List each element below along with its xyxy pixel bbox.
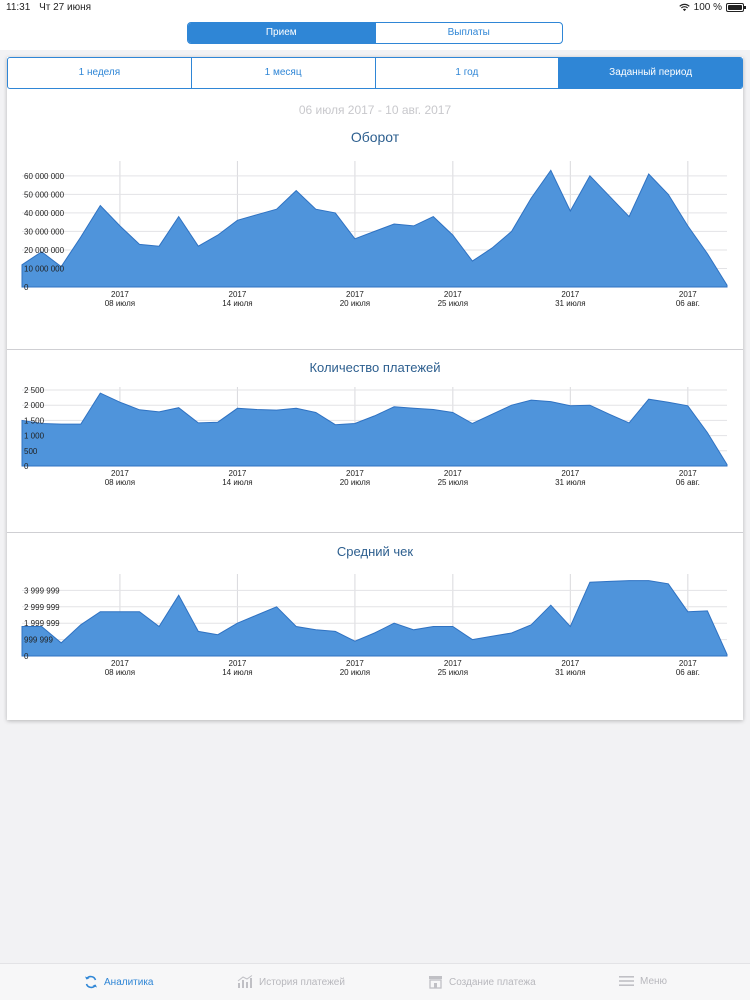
x-tick-year: 2017 — [111, 469, 129, 478]
x-tick-day: 06 авг. — [676, 478, 700, 487]
period-custom[interactable]: Заданный период — [558, 58, 742, 88]
y-tick-label: 999 999 — [24, 636, 53, 645]
x-tick-day: 25 июля — [438, 299, 468, 308]
x-tick-year: 2017 — [561, 290, 579, 299]
tab-analytics[interactable]: Аналитика — [84, 975, 154, 989]
analytics-card: 1 неделя 1 месяц 1 год Заданный период 0… — [7, 57, 743, 720]
segment-receive[interactable]: Прием — [188, 23, 375, 43]
y-tick-label: 2 000 — [24, 401, 45, 410]
x-tick-year: 2017 — [679, 659, 697, 668]
y-tick-label: 0 — [24, 462, 29, 471]
period-week[interactable]: 1 неделя — [78, 67, 121, 78]
y-tick-label: 2 500 — [24, 386, 45, 395]
tab-create-payment-label: Создание платежа — [449, 976, 536, 988]
period-month[interactable]: 1 месяц — [190, 58, 375, 88]
x-tick-year: 2017 — [111, 290, 129, 299]
y-tick-label: 40 000 000 — [24, 209, 65, 218]
x-tick-year: 2017 — [229, 469, 247, 478]
y-tick-label: 1 500 — [24, 416, 45, 425]
x-tick-day: 06 авг. — [676, 668, 700, 677]
x-tick-day: 31 июля — [555, 478, 585, 487]
x-tick-day: 06 авг. — [676, 299, 700, 308]
x-tick-year: 2017 — [444, 290, 462, 299]
x-tick-day: 20 июля — [340, 668, 370, 677]
status-bar: 11:31 Чт 27 июня 100 % — [0, 0, 750, 16]
divider — [7, 532, 743, 533]
x-tick-year: 2017 — [561, 659, 579, 668]
x-tick-day: 25 июля — [438, 478, 468, 487]
x-tick-day: 20 июля — [340, 478, 370, 487]
tab-history[interactable]: История платежей — [237, 975, 345, 989]
y-tick-label: 2 999 999 — [24, 603, 60, 612]
x-tick-year: 2017 — [229, 659, 247, 668]
y-tick-label: 60 000 000 — [24, 172, 65, 181]
y-tick-label: 3 999 999 — [24, 586, 60, 595]
x-tick-year: 2017 — [346, 469, 364, 478]
x-tick-year: 2017 — [111, 659, 129, 668]
tab-bar: Аналитика История платежей Создание плат… — [0, 963, 750, 1000]
x-tick-day: 31 июля — [555, 299, 585, 308]
x-tick-day: 25 июля — [438, 668, 468, 677]
store-icon — [429, 976, 442, 989]
period-selector: 1 неделя 1 месяц 1 год Заданный период — [7, 57, 743, 89]
menu-icon — [619, 976, 634, 986]
period-year[interactable]: 1 год — [374, 58, 559, 88]
x-tick-year: 2017 — [444, 469, 462, 478]
x-tick-year: 2017 — [561, 469, 579, 478]
wifi-icon — [678, 3, 690, 12]
battery-icon — [726, 3, 746, 12]
status-date: Чт 27 июня — [39, 2, 92, 13]
x-tick-year: 2017 — [679, 290, 697, 299]
tab-analytics-label: Аналитика — [104, 976, 154, 988]
tab-history-label: История платежей — [259, 976, 345, 988]
y-tick-label: 1 999 999 — [24, 619, 60, 628]
receive-payout-segment: Прием Выплаты — [187, 22, 563, 44]
chart-title-payments-count: Количество платежей — [309, 360, 441, 375]
x-tick-year: 2017 — [346, 290, 364, 299]
y-tick-label: 500 — [24, 447, 38, 456]
date-range: 06 июля 2017 - 10 авг. 2017 — [298, 103, 452, 117]
turnover-chart: 0 10 000 000 20 000 000 30 000 000 40 000 00… — [21, 161, 728, 308]
x-tick-year: 2017 — [444, 659, 462, 668]
area-series — [21, 169, 728, 288]
y-tick-label: 30 000 000 — [24, 227, 65, 236]
y-tick-label: 10 000 000 — [24, 264, 65, 273]
y-tick-label: 0 — [24, 283, 29, 292]
x-tick-year: 2017 — [679, 469, 697, 478]
y-tick-label: 20 000 000 — [24, 246, 65, 255]
y-tick-label: 50 000 000 — [24, 190, 65, 199]
y-tick-label: 1 000 — [24, 432, 45, 441]
x-tick-day: 14 июля — [222, 299, 252, 308]
tab-create-payment[interactable]: Создание платежа — [428, 975, 536, 989]
tab-menu[interactable]: Меню — [619, 975, 667, 987]
divider — [7, 349, 743, 350]
tab-menu-label: Меню — [640, 975, 668, 987]
battery-percent: 100 % — [693, 2, 722, 13]
segment-payouts[interactable]: Выплаты — [374, 23, 563, 43]
y-tick-label: 0 — [24, 652, 29, 661]
chart-icon — [237, 975, 253, 988]
x-tick-day: 20 июля — [340, 299, 370, 308]
x-tick-day: 08 июля — [105, 668, 135, 677]
refresh-icon — [85, 975, 97, 989]
chart-title-turnover: Оборот — [350, 129, 400, 145]
status-time: 11:31 — [6, 2, 31, 13]
x-tick-day: 08 июля — [105, 478, 135, 487]
x-tick-day: 14 июля — [222, 668, 252, 677]
x-tick-day: 14 июля — [222, 478, 252, 487]
chart-title-average-check: Средний чек — [336, 544, 414, 559]
x-tick-year: 2017 — [229, 290, 247, 299]
x-tick-day: 31 июля — [555, 668, 585, 677]
x-tick-year: 2017 — [346, 659, 364, 668]
area-series — [21, 392, 728, 467]
area-series — [21, 580, 728, 657]
x-tick-day: 08 июля — [105, 299, 135, 308]
